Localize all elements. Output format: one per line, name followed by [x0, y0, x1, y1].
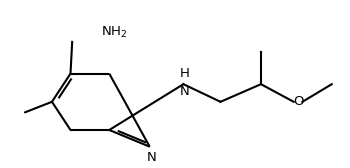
Text: NH$_2$: NH$_2$ [101, 25, 127, 40]
Text: H: H [180, 67, 190, 80]
Text: N: N [147, 151, 156, 164]
Text: N: N [180, 85, 190, 98]
Text: O: O [293, 95, 303, 108]
